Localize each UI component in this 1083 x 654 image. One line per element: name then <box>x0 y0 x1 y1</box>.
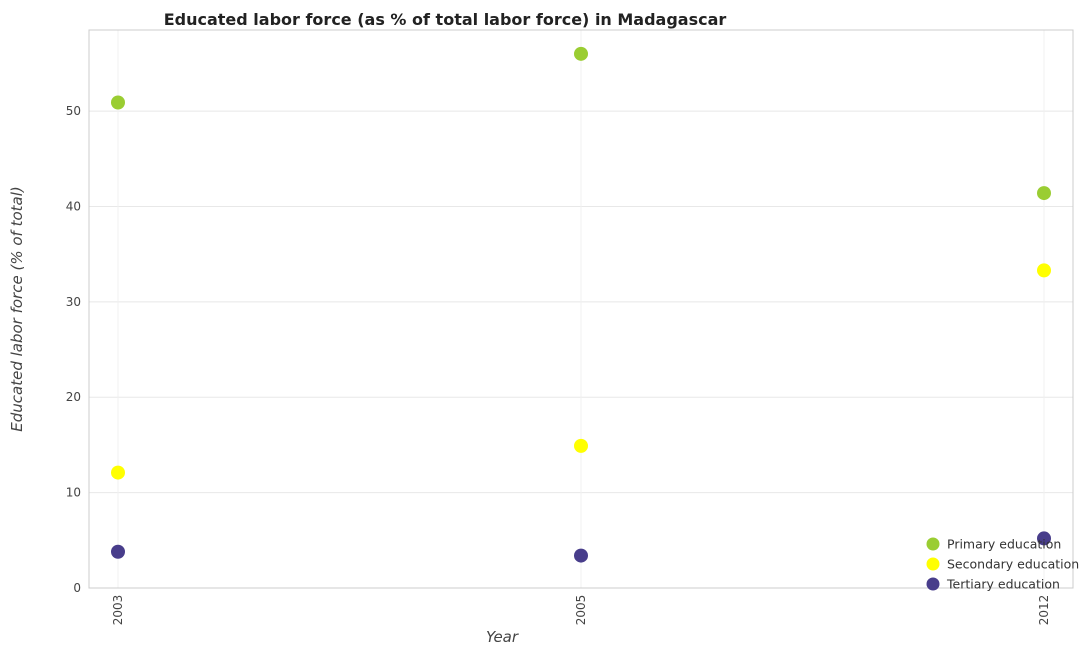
chart-title: Educated labor force (as % of total labo… <box>164 10 727 29</box>
grid-layer <box>89 30 1073 588</box>
y-tick-label: 40 <box>66 199 81 213</box>
y-axis-ticks: 0 10 20 30 40 50 <box>66 104 81 595</box>
legend-label: Tertiary education <box>946 577 1060 592</box>
legend-marker <box>927 558 940 571</box>
data-point[interactable] <box>111 95 125 109</box>
data-point[interactable] <box>1037 186 1051 200</box>
x-axis-label: Year <box>486 628 519 646</box>
legend-label: Secondary education <box>947 557 1079 572</box>
legend-label: Primary education <box>947 537 1061 552</box>
y-tick-label: 30 <box>66 295 81 309</box>
y-tick-label: 20 <box>66 390 81 404</box>
data-point[interactable] <box>1037 263 1051 277</box>
data-point[interactable] <box>574 549 588 563</box>
legend-marker <box>927 578 940 591</box>
y-tick-label: 0 <box>73 581 81 595</box>
legend: Primary education Secondary education Tert… <box>927 537 1080 592</box>
data-point[interactable] <box>574 47 588 61</box>
data-point[interactable] <box>111 545 125 559</box>
x-axis-ticks: 2003 2005 2012 <box>111 595 1051 626</box>
y-axis-label: Educated labor force (% of total) <box>8 186 26 431</box>
y-tick-label: 10 <box>66 486 81 500</box>
x-tick-label: 2003 <box>111 595 125 626</box>
legend-marker <box>927 538 940 551</box>
y-tick-label: 50 <box>66 104 81 118</box>
data-point[interactable] <box>574 439 588 453</box>
x-tick-label: 2005 <box>574 595 588 626</box>
data-point[interactable] <box>111 466 125 480</box>
x-tick-label: 2012 <box>1037 595 1051 626</box>
